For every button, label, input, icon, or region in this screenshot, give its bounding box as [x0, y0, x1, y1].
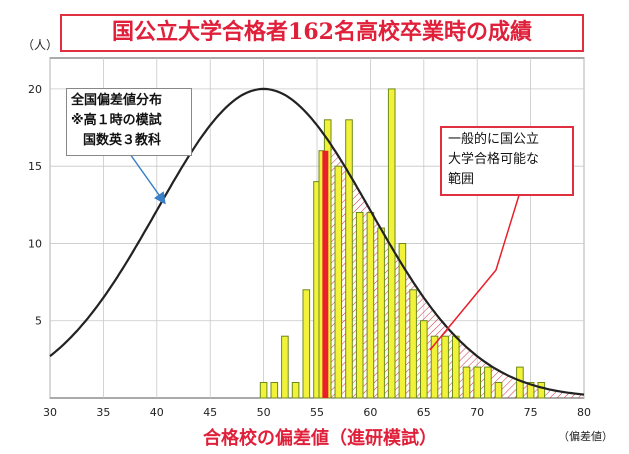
- chart-title: 国公立大学合格者162名高校卒業時の成績: [60, 14, 584, 52]
- national-distribution-curve: [49, 87, 585, 396]
- bar: [291, 382, 300, 399]
- national-note-arrow: [129, 153, 166, 205]
- bar: [377, 227, 385, 399]
- x-tick-label: 40: [150, 406, 164, 419]
- threshold-marker: [322, 150, 329, 398]
- bar: [494, 382, 503, 399]
- x-tick-label: 70: [470, 406, 484, 419]
- bar: [302, 289, 311, 399]
- bar: [420, 320, 428, 399]
- x-tick-label: 65: [417, 406, 431, 419]
- range-note-pointer: [429, 191, 521, 351]
- note-line-3: 国数英３教科: [83, 133, 162, 148]
- bar: [259, 382, 268, 399]
- y-axis-unit: （人）: [22, 38, 59, 52]
- x-tick-label: 75: [524, 406, 538, 419]
- bar: [537, 382, 546, 399]
- axis-ticks: 30 35 40 45 50 55 60 65 70 75 80 5 10 15 20: [28, 83, 591, 419]
- national-distribution-note: 全国偏差値分布 ※高１時の模試 国数英３教科: [66, 88, 192, 156]
- bar: [270, 382, 279, 399]
- bar-group: [259, 88, 546, 399]
- x-tick-label: 30: [43, 406, 57, 419]
- x-tick-label: 45: [203, 406, 217, 419]
- bar: [441, 335, 449, 399]
- bar: [355, 212, 364, 399]
- bar: [366, 212, 375, 399]
- range-line-3: 範囲: [448, 172, 475, 187]
- bar: [473, 366, 481, 399]
- y-tick-label: 15: [28, 160, 42, 173]
- bar: [526, 382, 535, 399]
- annotation-pointers: [129, 153, 521, 351]
- note-line-2: ※高１時の模試: [71, 113, 162, 128]
- bar: [452, 335, 460, 399]
- x-tick-label: 60: [363, 406, 377, 419]
- x-tick-label: 35: [96, 406, 110, 419]
- bar: [409, 289, 417, 399]
- feasible-range-note: 一般的に国公立 大学合格可能な 範囲: [440, 126, 574, 196]
- x-tick-label: 50: [257, 406, 271, 419]
- bar: [281, 335, 289, 399]
- normal-curve-line: [49, 87, 585, 396]
- x-axis-unit: （偏差値）: [558, 430, 613, 443]
- x-tick-label: 80: [577, 406, 591, 419]
- bar: [398, 243, 407, 399]
- x-axis-label: 合格校の偏差値（進研模試）: [203, 428, 437, 449]
- range-line-2: 大学合格可能な: [448, 152, 540, 167]
- bar: [430, 335, 439, 399]
- note-line-1: 全国偏差値分布: [71, 93, 163, 108]
- range-line-1: 一般的に国公立: [448, 132, 540, 147]
- bar: [334, 165, 343, 399]
- y-tick-label: 5: [35, 315, 42, 328]
- y-tick-label: 20: [28, 83, 42, 96]
- bar: [462, 366, 471, 399]
- bar: [484, 366, 492, 399]
- y-tick-label: 10: [28, 237, 42, 250]
- x-tick-label: 55: [310, 406, 324, 419]
- bar: [345, 119, 353, 399]
